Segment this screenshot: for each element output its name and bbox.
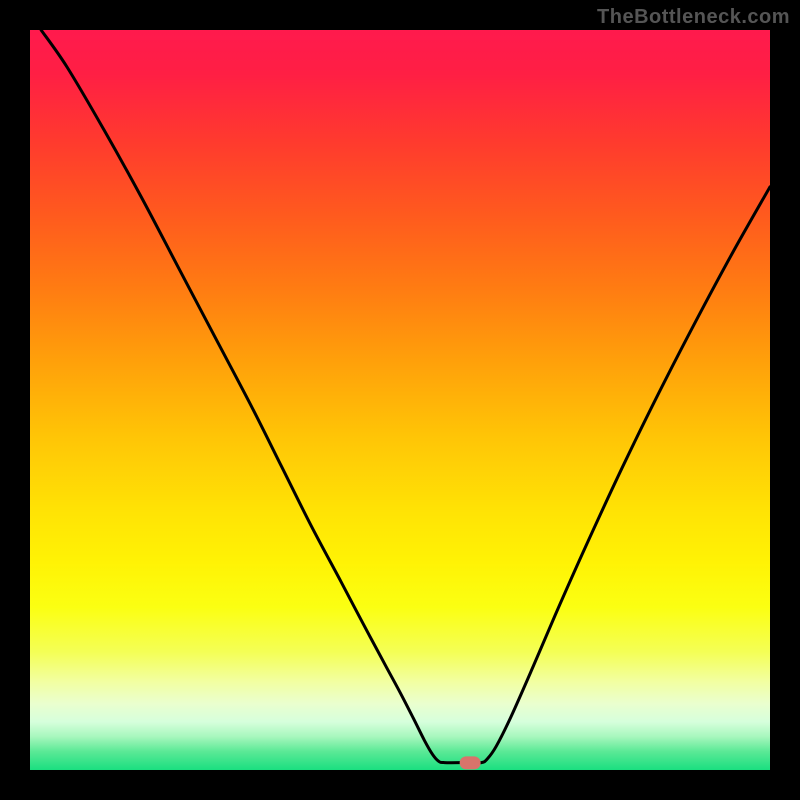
gradient-background bbox=[30, 30, 770, 770]
plot-area bbox=[30, 30, 770, 770]
watermark-text: TheBottleneck.com bbox=[597, 6, 790, 29]
optimal-point-marker bbox=[460, 756, 481, 769]
chart-container: TheBottleneck.com bbox=[0, 0, 800, 800]
bottleneck-curve-chart bbox=[30, 30, 770, 770]
